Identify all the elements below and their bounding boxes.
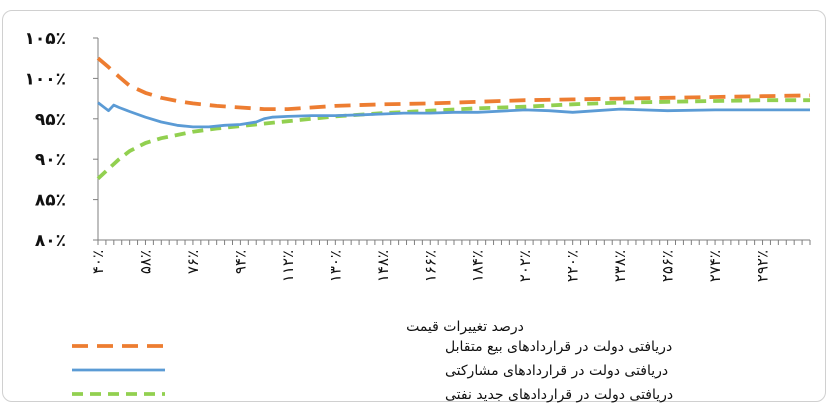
y-tick-label: ۹۰٪ [35,150,66,170]
series-lines [96,56,811,180]
x-tick-label: ۷۶٪ [184,250,202,274]
axes [93,37,811,245]
x-tick-label: ۱۶۶٪ [421,250,439,282]
x-tick-label: ۲۰۲٪ [516,250,534,282]
x-tick-label: ۲۹۲٪ [754,250,772,282]
x-tick-label: ۲۲۰٪ [564,250,582,282]
series-line-3 [96,98,810,180]
x-tick-label: ۵۸٪ [136,250,154,274]
x-tick-label: ۲۷۴٪ [706,250,724,282]
y-tick-label: ۸۰٪ [35,231,66,251]
y-tick-label: ۸۵٪ [35,191,66,211]
legend-label-3: دریافتی دولت در قراردادهای جدید نفتی [445,387,673,403]
x-tick-label: ۴۰٪ [89,250,107,274]
x-tick-label: ۱۴۸٪ [374,250,392,282]
x-tick-label: ۲۵۶٪ [659,250,677,282]
legend-label-2: دریافتی دولت در قراردادهای مشارکتی [445,363,668,379]
x-tick-labels: ۴۰٪ ۵۸٪ ۷۶٪ ۹۴٪ ۱۱۲٪ ۱۳۰٪ ۱۴۸٪ ۱۶۶٪ ۱۸۴٪ ۲۰۲٪ ۲۲۰٪… [89,250,772,282]
y-tick-labels: ۸۰٪ ۸۵٪ ۹۰٪ ۹۵٪ ۱۰۰٪ ۱۰۵٪ [24,29,66,251]
x-tick-label: ۱۱۲٪ [279,250,297,282]
series-line-1 [96,56,811,111]
y-tick-label: ۹۵٪ [35,110,66,130]
x-tick-label: ۹۴٪ [231,250,249,274]
legend: دریافتی دولت در قراردادهای بیع متقابل دری… [72,339,673,403]
x-tick-label: ۲۳۸٪ [611,250,629,282]
y-tick-label: ۱۰۰٪ [24,69,66,89]
x-tick-label: ۱۸۴٪ [469,250,487,282]
x-axis-label: درصد تغییرات قیمت [406,319,524,335]
y-tick-label: ۱۰۵٪ [24,29,66,49]
chart-frame [2,10,826,402]
x-tick-label: ۱۳۰٪ [326,250,344,282]
legend-label-1: دریافتی دولت در قراردادهای بیع متقابل [445,339,672,355]
series-line-2 [97,101,810,129]
